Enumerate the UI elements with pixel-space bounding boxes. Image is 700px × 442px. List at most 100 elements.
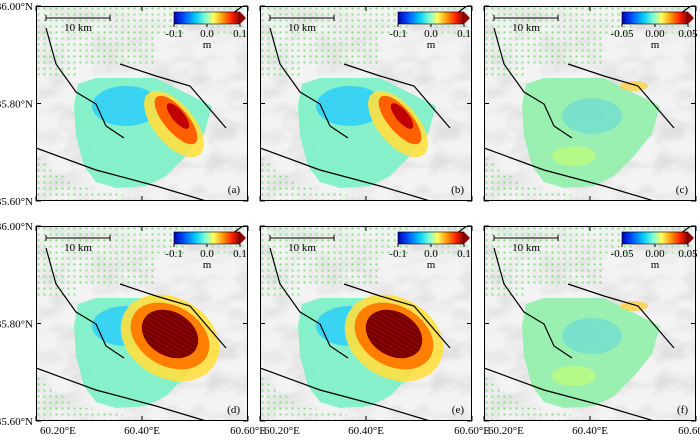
colorbar-tick-label: 0.0: [424, 28, 438, 40]
panel-label: (f): [677, 404, 688, 416]
x-tick-label: 60.40°E: [124, 425, 160, 437]
residual-blob: [620, 81, 648, 91]
fault-line: [260, 147, 431, 201]
y-tick-label: 36.00°N: [0, 1, 33, 13]
colorbar-tick-label: 0.1: [457, 28, 471, 40]
colorbar-overflow: [464, 232, 470, 244]
deformation-field: [522, 78, 660, 188]
map-panel: 10 km -0.05 0.00 0.05 m (f): [483, 225, 698, 422]
x-tick-label: 60.20°E: [40, 425, 76, 437]
fault-line: [45, 27, 125, 139]
positive-core: [390, 103, 414, 129]
x-tick-label: 60.20°E: [264, 425, 300, 437]
panel-label: (b): [451, 184, 464, 196]
colorbar-tick-label: -0.1: [389, 28, 406, 40]
negative-lobe: [316, 86, 384, 126]
scale-bar-label: 10 km: [64, 22, 92, 34]
colorbar-overflow: [240, 232, 246, 244]
fault-line: [260, 367, 431, 421]
sample-points: [484, 156, 604, 201]
fault-line: [484, 147, 655, 201]
sample-points: [260, 376, 380, 421]
deformation-field: [74, 294, 220, 408]
residual-blob: [620, 301, 648, 311]
sample-points: [36, 6, 186, 76]
colorbar-tick-label: 0.00: [645, 28, 665, 40]
x-tick-label: 60.40°E: [348, 425, 384, 437]
colorbar-gradient: [397, 231, 465, 245]
y-tick-label: 35.80°N: [0, 99, 33, 111]
sample-points: [484, 376, 604, 421]
colorbar-gradient: [621, 11, 689, 25]
fault-line: [269, 247, 349, 359]
residual-blob: [562, 98, 622, 134]
map-area: [260, 226, 472, 421]
colorbar: -0.1 0.0 0.1 m: [389, 11, 471, 51]
map-panel: 10 km -0.1 0.0 0.1 m (d): [35, 225, 249, 422]
colorbar-gradient: [397, 11, 465, 25]
deformation-field: [522, 298, 660, 408]
colorbar-tick-label: 0.0: [424, 248, 438, 260]
scale-bar-label: 10 km: [512, 242, 540, 254]
scale-bar-label: 10 km: [288, 242, 316, 254]
colorbar-gradient: [173, 231, 241, 245]
colorbar-gradient: [173, 11, 241, 25]
panel-label: (d): [227, 404, 240, 416]
fault-line: [36, 147, 207, 201]
panel-label: (c): [676, 184, 689, 196]
scale-bar: 10 km: [493, 15, 559, 34]
colorbar-tick-label: 0.1: [233, 248, 247, 260]
y-tick-label: 35.80°N: [0, 319, 33, 331]
colorbar: -0.1 0.0 0.1 m: [165, 231, 247, 271]
y-tick-label: 35.60°N: [0, 196, 33, 208]
sample-points: [260, 156, 380, 201]
fault-line: [45, 247, 125, 359]
sample-points: [484, 6, 634, 76]
residual-blob: [552, 146, 596, 166]
map-area: [484, 226, 696, 421]
y-tick-label: 35.60°N: [0, 416, 33, 428]
map-panel: 10 km -0.05 0.00 0.05 m (c): [483, 5, 698, 202]
colorbar: -0.1 0.0 0.1 m: [165, 11, 247, 51]
x-tick-label: 60.40°E: [572, 425, 608, 437]
scale-bar-label: 10 km: [512, 22, 540, 34]
colorbar-tick-label: -0.1: [165, 248, 182, 260]
map-area: [36, 226, 248, 421]
colorbar-tick-label: 0.0: [200, 28, 214, 40]
colorbar-gradient: [621, 231, 689, 245]
sample-points: [36, 226, 186, 296]
fault-line: [343, 63, 451, 129]
sample-points: [36, 156, 156, 201]
fault-line: [119, 63, 227, 129]
deformation-field: [298, 78, 436, 188]
colorbar-unit: m: [651, 259, 660, 271]
map-area: [484, 6, 696, 201]
colorbar: -0.1 0.0 0.1 m: [389, 231, 471, 271]
map-area: [260, 6, 472, 201]
negative-lobe: [92, 86, 160, 126]
fault-line: [567, 63, 675, 129]
fault-line: [493, 247, 573, 359]
map-panel: 10 km -0.1 0.0 0.1 m (e): [259, 225, 473, 422]
deformation-field: [298, 294, 444, 408]
scale-bar: 10 km: [269, 15, 335, 34]
positive-core: [166, 103, 190, 129]
colorbar: -0.05 0.00 0.05 m: [611, 11, 698, 51]
colorbar-tick-label: -0.1: [165, 28, 182, 40]
colorbar-overflow: [240, 12, 246, 24]
map-panel: 10 km -0.1 0.0 0.1 m (b): [259, 5, 473, 202]
panel-label: (e): [452, 404, 465, 416]
colorbar: -0.05 0.00 0.05 m: [611, 231, 698, 271]
x-tick-label: 60.60°E: [230, 425, 266, 437]
fault-line: [567, 283, 675, 349]
fault-line: [343, 283, 451, 349]
scale-bar: 10 km: [269, 235, 335, 254]
scale-bar: 10 km: [493, 235, 559, 254]
map-panel: 10 km -0.1 0.0 0.1 m (a): [35, 5, 249, 202]
colorbar-unit: m: [427, 259, 436, 271]
fault-line: [119, 283, 227, 349]
panel-label: (a): [228, 184, 241, 196]
positive-core: [365, 309, 423, 359]
colorbar-tick-label: 0.0: [200, 248, 214, 260]
